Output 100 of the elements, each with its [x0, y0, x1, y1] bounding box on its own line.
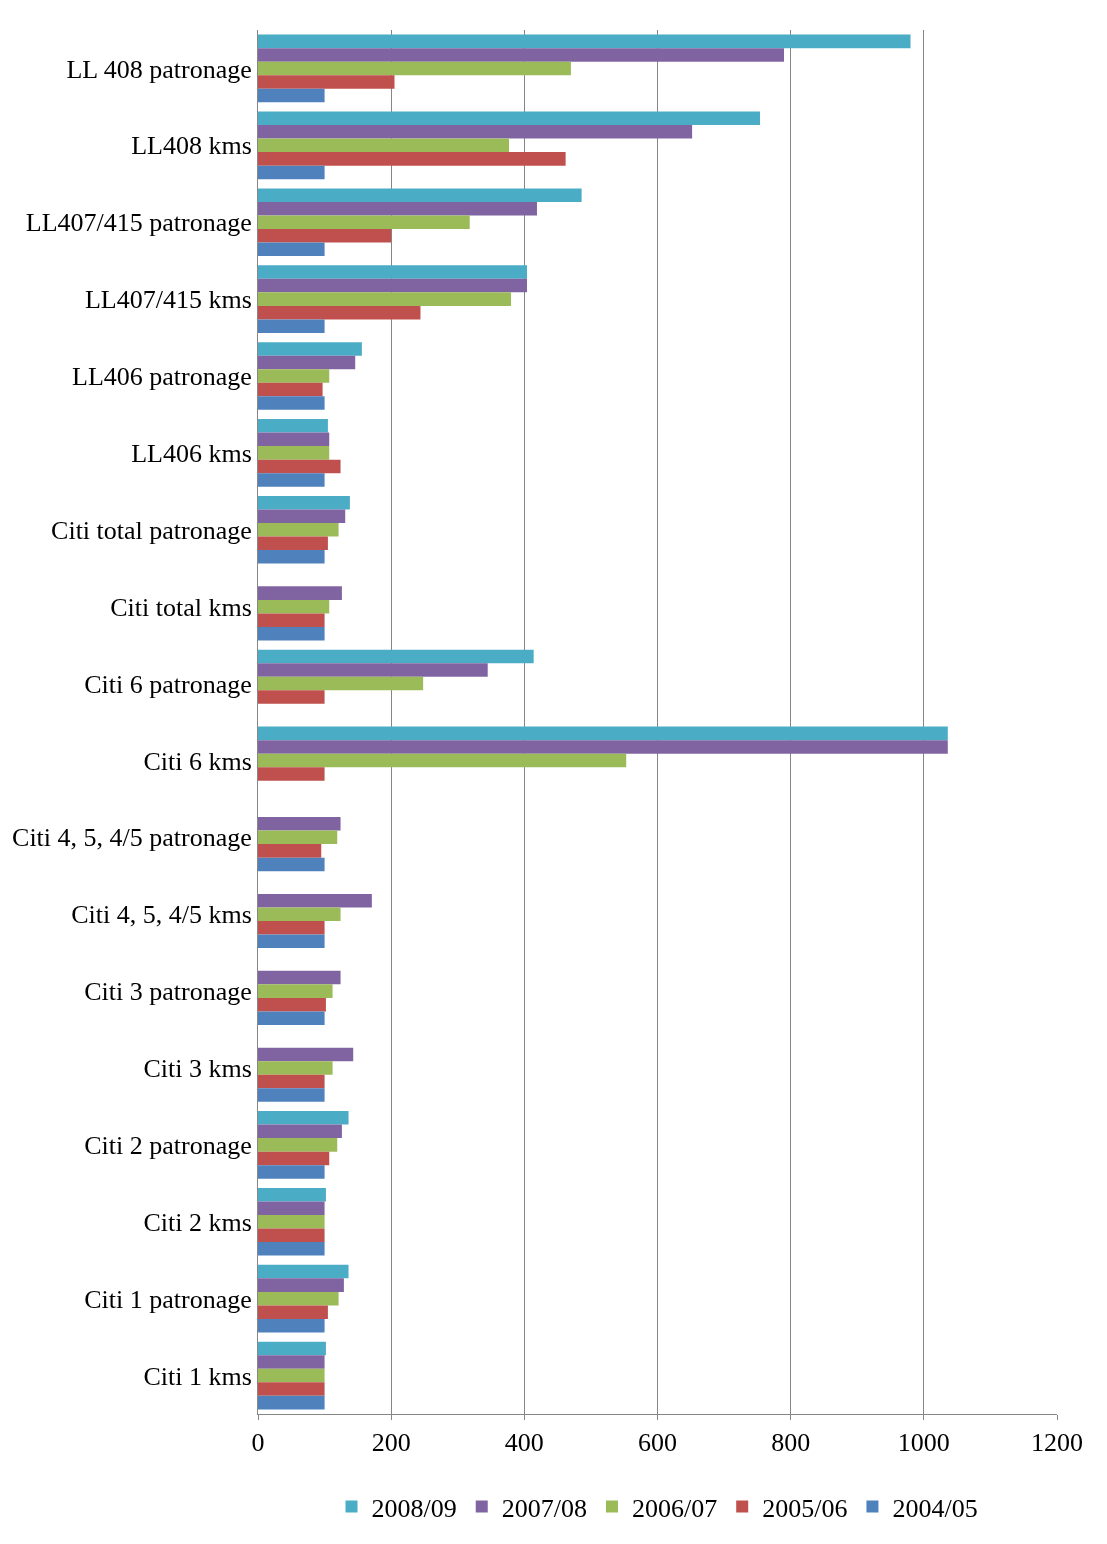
bar — [258, 419, 328, 433]
y-tick-label: LL407/415 kms — [84, 285, 252, 315]
bar — [258, 626, 325, 641]
bar — [258, 649, 534, 664]
bar — [258, 265, 527, 279]
bar — [258, 663, 488, 677]
bar — [258, 613, 325, 627]
y-tick-label: LL408 kms — [131, 131, 252, 161]
bar — [258, 165, 325, 180]
bar — [258, 201, 537, 216]
bar — [258, 1138, 338, 1152]
bar — [258, 48, 785, 62]
bar — [258, 188, 582, 202]
y-tick-label: Citi total kms — [110, 592, 252, 622]
bar — [258, 355, 356, 370]
bar — [258, 1341, 326, 1356]
bar — [258, 228, 392, 243]
legend-label: 2006/07 — [631, 1493, 718, 1523]
y-tick-label: Citi 3 patronage — [84, 977, 252, 1007]
y-tick-label: Citi 1 patronage — [84, 1284, 252, 1314]
x-tick-label: 1000 — [897, 1428, 950, 1458]
bar — [258, 1278, 344, 1292]
y-tick-label: Citi 4, 5, 4/5 patronage — [12, 823, 252, 853]
bar — [258, 88, 325, 103]
bar — [258, 459, 341, 474]
bar — [258, 1318, 325, 1333]
y-tick-label: LL406 kms — [131, 438, 252, 468]
bar — [258, 396, 325, 410]
bar — [258, 997, 326, 1012]
y-tick-label: Citi 1 kms — [143, 1361, 252, 1391]
bar — [258, 1124, 342, 1139]
bar — [258, 446, 330, 460]
bar — [258, 61, 571, 76]
x-tick-label: 200 — [371, 1428, 411, 1458]
bar — [258, 1074, 325, 1089]
bar — [258, 111, 761, 126]
bar — [258, 1382, 325, 1396]
bar — [258, 369, 330, 383]
bar — [258, 1011, 325, 1025]
bar — [258, 907, 341, 921]
bar — [258, 1291, 339, 1306]
bar — [258, 857, 325, 872]
bar — [258, 676, 424, 691]
bar — [258, 523, 339, 537]
bar — [258, 1355, 325, 1369]
bar — [258, 138, 510, 153]
bar — [258, 970, 341, 985]
y-tick-label: LL406 patronage — [72, 362, 252, 392]
bar — [258, 1242, 325, 1256]
x-tick-label: 1200 — [1031, 1428, 1083, 1458]
legend-label: 2007/08 — [501, 1493, 587, 1523]
bar — [258, 319, 325, 333]
bar — [258, 1368, 325, 1383]
legend-label: 2008/09 — [371, 1493, 457, 1523]
bar — [258, 1215, 325, 1229]
bar — [258, 1088, 325, 1102]
bar — [258, 152, 566, 166]
bar — [258, 1165, 325, 1179]
x-tick-label: 600 — [638, 1428, 677, 1458]
y-tick-label: Citi 2 kms — [143, 1207, 252, 1237]
bar — [258, 690, 325, 704]
bar — [258, 278, 527, 293]
bar — [258, 1151, 330, 1166]
bar — [258, 292, 512, 306]
bar — [258, 920, 325, 935]
bar — [258, 495, 350, 510]
bar — [258, 125, 693, 139]
bar — [258, 242, 325, 257]
bar — [258, 305, 421, 320]
y-tick-label: LL407/415 patronage — [25, 208, 252, 238]
bar — [258, 726, 948, 741]
bar — [258, 1047, 354, 1062]
bar — [258, 342, 362, 356]
bar — [258, 432, 330, 447]
y-tick-label: Citi 3 kms — [143, 1054, 252, 1084]
bar — [258, 817, 341, 831]
bar — [258, 1111, 349, 1125]
y-tick-label: Citi 6 patronage — [84, 669, 252, 699]
bar — [258, 984, 333, 998]
bar — [258, 1187, 326, 1202]
legend-label: 2005/06 — [762, 1493, 848, 1523]
x-tick-label: 800 — [771, 1428, 811, 1458]
bar — [258, 767, 325, 781]
bar — [258, 1264, 349, 1279]
y-tick-label: Citi total patronage — [51, 515, 252, 545]
bar — [258, 382, 323, 397]
bar — [258, 934, 325, 949]
bar — [258, 844, 322, 858]
bar — [258, 1228, 325, 1243]
bar — [258, 1201, 325, 1216]
bar — [258, 599, 330, 614]
bar — [258, 473, 325, 487]
bar — [258, 509, 346, 524]
bar — [258, 893, 372, 908]
bar — [258, 830, 338, 845]
x-tick-label: 0 — [251, 1428, 265, 1458]
legend-label: 2004/05 — [892, 1493, 978, 1523]
bar — [258, 586, 342, 600]
x-tick-label: 400 — [504, 1428, 544, 1458]
bar — [258, 75, 395, 89]
